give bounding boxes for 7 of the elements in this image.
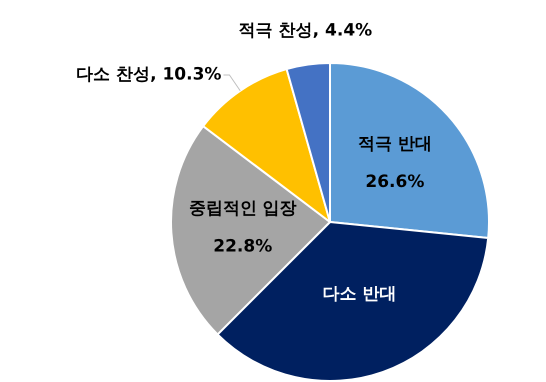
slice-label: 다소 반대 <box>322 284 396 304</box>
slice-label: 적극 반대 <box>358 134 432 154</box>
slice-label: 다소 찬성, 10.3% <box>76 64 222 84</box>
slice-label: 중립적인 입장 <box>188 198 297 218</box>
data-label: 22.8% <box>213 236 272 256</box>
slice-label: 적극 찬성, 4.4% <box>238 20 372 41</box>
data-label: 26.6% <box>365 172 424 192</box>
